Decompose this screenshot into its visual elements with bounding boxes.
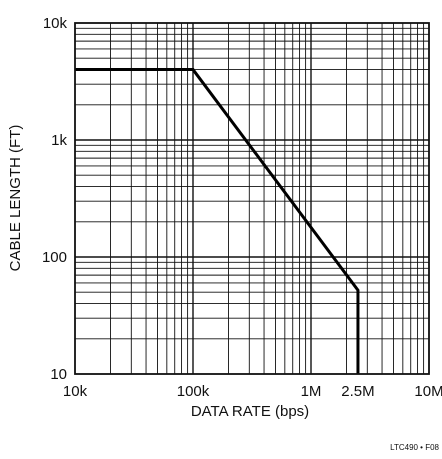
series-layer (75, 68, 360, 374)
plot-frame (74, 22, 430, 375)
cable-length-line (75, 68, 360, 374)
tick-layer: 10k 100k 1M 2.5M 10M 10 100 1k 10k (42, 15, 442, 400)
y-axis-title: CABLE LENGTH (FT) (7, 125, 24, 272)
x-tick-label: 10k (63, 383, 88, 400)
figure-id: LTC490 • F08 (390, 443, 439, 452)
x-tick-label: 100k (177, 383, 210, 400)
y-tick-label: 10k (43, 15, 68, 32)
y-tick-label: 10 (50, 366, 67, 383)
x-axis-title: DATA RATE (bps) (191, 403, 309, 420)
x-tick-label: 10M (414, 383, 442, 400)
grid-layer (75, 23, 429, 374)
y-tick-label: 1k (51, 132, 67, 149)
x-tick-label: 2.5M (341, 383, 374, 400)
frame-layer (74, 22, 430, 375)
y-tick-label: 100 (42, 249, 67, 266)
x-tick-label: 1M (301, 383, 322, 400)
